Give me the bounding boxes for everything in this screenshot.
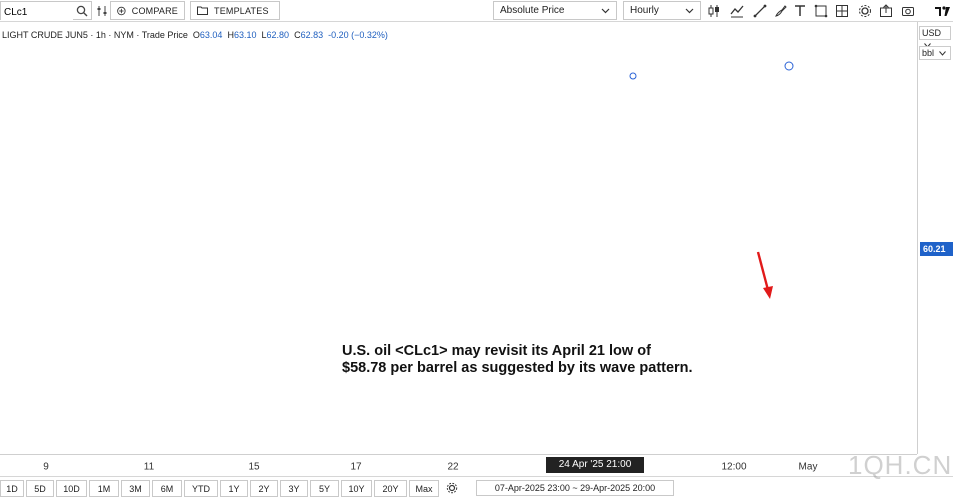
range-button-6m[interactable]: 6M: [152, 480, 182, 497]
interval-value: Hourly: [630, 5, 659, 16]
chevron-down-icon: [938, 51, 946, 56]
scale-mode-value: Absolute Price: [500, 5, 565, 16]
price-chart[interactable]: 100.00% (66.88)76.40% (64.97)61.80% (63.…: [0, 22, 917, 454]
open-value: 63.04: [199, 30, 223, 40]
crosshair-time-label: 24 Apr '25 21:00: [546, 457, 644, 473]
low-value: 62.80: [266, 30, 290, 40]
range-button-max[interactable]: Max: [409, 480, 439, 497]
templates-button[interactable]: TEMPLATES: [190, 1, 280, 20]
scale-mode-select[interactable]: Absolute Price: [493, 1, 617, 20]
annotation-line-1: U.S. oil <CLc1> may revisit its April 21…: [342, 343, 651, 359]
time-axis-ticks: 9 11 15 17 22 12:00 May: [43, 462, 818, 473]
range-button-5d[interactable]: 5D: [26, 480, 54, 497]
range-button-2y[interactable]: 2Y: [250, 480, 278, 497]
range-button-10y[interactable]: 10Y: [341, 480, 372, 497]
open-label: O: [192, 30, 200, 40]
range-button-3m[interactable]: 3M: [121, 480, 150, 497]
range-button-1y[interactable]: 1Y: [220, 480, 248, 497]
currency-select[interactable]: USD: [919, 26, 951, 48]
high-label: H: [227, 30, 234, 40]
settings-icon[interactable]: [857, 3, 873, 19]
time-tick-label: 17: [350, 462, 362, 473]
sliders-icon[interactable]: [94, 3, 110, 19]
candlestick-icon[interactable]: [706, 3, 722, 19]
instrument-name: LIGHT CRUDE JUN5 · 1h · NYM · Trade Pric…: [2, 30, 188, 40]
unit-select[interactable]: bbl: [919, 46, 951, 60]
currency-value: USD: [922, 28, 942, 38]
ohlc-info-line: LIGHT CRUDE JUN5 · 1h · NYM · Trade Pric…: [2, 30, 388, 40]
brush-icon[interactable]: [773, 3, 789, 19]
time-tick-label: 12:00: [721, 462, 746, 473]
annotation-text: U.S. oil <CLc1> may revisit its April 21…: [342, 343, 742, 377]
time-tick-label: 15: [248, 462, 260, 473]
time-axis[interactable]: 9 11 15 17 22 12:00 May: [0, 454, 917, 476]
range-button-ytd[interactable]: YTD: [184, 480, 218, 497]
close-value: 62.83: [300, 30, 324, 40]
close-label: C: [294, 30, 301, 40]
settings-icon[interactable]: [444, 480, 460, 496]
draw-icon[interactable]: [752, 3, 768, 19]
symbol-search[interactable]: [0, 1, 92, 22]
compare-label: COMPARE: [131, 5, 178, 16]
top-toolbar: COMPARE TEMPLATES Absolute Price Hourly: [0, 0, 953, 22]
target-marker: [629, 72, 637, 80]
range-button-10d[interactable]: 10D: [56, 480, 87, 497]
range-button-1m[interactable]: 1M: [89, 480, 119, 497]
indicators-icon[interactable]: [729, 3, 745, 19]
target-marker: [784, 61, 794, 71]
time-tick-label: 22: [447, 462, 459, 473]
projection-arrow: [756, 251, 773, 299]
watermark: 1QH.CN: [848, 450, 953, 480]
shapes-icon[interactable]: [813, 3, 829, 19]
interval-select[interactable]: Hourly: [623, 1, 701, 20]
price-axis[interactable]: [917, 22, 953, 454]
symbol-input[interactable]: [1, 4, 73, 21]
templates-label: TEMPLATES: [214, 5, 269, 16]
time-tick-label: May: [799, 462, 818, 473]
low-label: L: [261, 30, 267, 40]
time-tick-label: 9: [43, 462, 49, 473]
last-price-tag: 60.21: [920, 242, 953, 256]
export-icon[interactable]: [878, 3, 894, 19]
search-icon[interactable]: [76, 4, 88, 22]
plus-circle-icon: [117, 6, 126, 15]
brand-logo-icon: [934, 3, 953, 19]
compare-button[interactable]: COMPARE: [110, 1, 185, 20]
chevron-down-icon: [685, 8, 694, 13]
chart-markers: [629, 61, 794, 299]
screenshot-icon[interactable]: [900, 3, 916, 19]
folder-icon: [197, 6, 208, 15]
range-button-3y[interactable]: 3Y: [280, 480, 308, 497]
layout-icon[interactable]: [834, 3, 850, 19]
range-button-20y[interactable]: 20Y: [374, 480, 407, 497]
high-value: 63.10: [233, 30, 257, 40]
annotation-line-2: $58.78 per barrel as suggested by its wa…: [342, 360, 693, 376]
date-range-display[interactable]: 07-Apr-2025 23:00 ~ 29-Apr-2025 20:00: [476, 480, 674, 496]
range-button-1d[interactable]: 1D: [0, 480, 24, 497]
time-tick-label: 11: [144, 462, 155, 473]
change-value: -0.20 (−0.32%): [328, 30, 388, 40]
range-button-5y[interactable]: 5Y: [310, 480, 339, 497]
text-icon[interactable]: [792, 3, 808, 19]
unit-value: bbl: [922, 48, 935, 58]
chevron-down-icon: [601, 8, 610, 13]
price-axis-ticks: [918, 22, 953, 454]
